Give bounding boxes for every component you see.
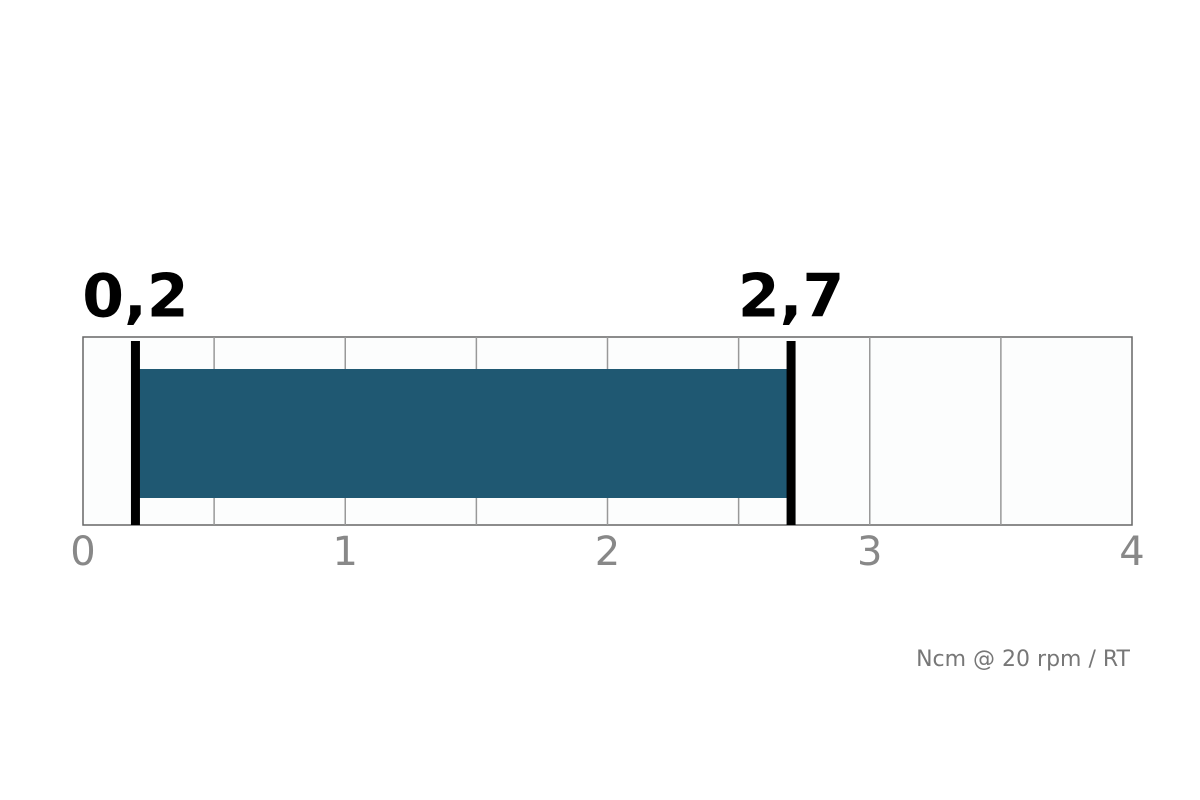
unit-label: Ncm @ 20 rpm / RT xyxy=(916,647,1130,672)
x-tick-label: 0 xyxy=(70,529,95,575)
x-tick-label: 3 xyxy=(857,529,882,575)
value-label: 0,2 xyxy=(82,262,188,332)
value-label: 2,7 xyxy=(738,262,844,332)
x-tick-label: 2 xyxy=(595,529,620,575)
range-bar xyxy=(139,369,788,498)
x-tick-label: 1 xyxy=(333,529,358,575)
x-tick-label: 4 xyxy=(1119,529,1144,575)
